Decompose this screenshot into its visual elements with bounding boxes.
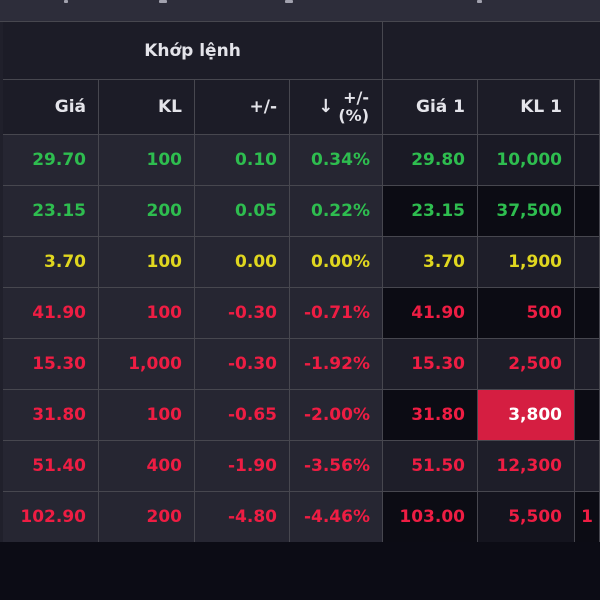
cell-kl1[interactable]: 500	[478, 288, 575, 339]
group-header-matched-orders: Khớp lệnh	[3, 22, 383, 80]
sort-down-icon[interactable]: ↓	[318, 96, 334, 117]
cell-chg[interactable]: -0.65	[195, 390, 290, 441]
cell-gia[interactable]: 102.90	[3, 492, 99, 543]
cell-chg[interactable]: 0.00	[195, 237, 290, 288]
cell-gia1[interactable]: 29.80	[383, 135, 478, 186]
cell-extra	[575, 135, 600, 186]
cell-chg[interactable]: 0.10	[195, 135, 290, 186]
table-row[interactable]: 41.90 100 -0.30 -0.71% 41.90 500	[3, 288, 600, 339]
cell-gia1[interactable]: 3.70	[383, 237, 478, 288]
column-header-change[interactable]: +/-	[195, 80, 290, 135]
cell-gia1[interactable]: 51.50	[383, 441, 478, 492]
cell-kl1[interactable]: 5,500	[478, 492, 575, 543]
cell-extra	[575, 441, 600, 492]
cell-kl[interactable]: 200	[99, 492, 195, 543]
cell-gia[interactable]: 29.70	[3, 135, 99, 186]
cell-gia1[interactable]: 15.30	[383, 339, 478, 390]
cell-extra: 1	[575, 492, 600, 543]
cell-kl1[interactable]: 10,000	[478, 135, 575, 186]
cell-kl[interactable]: 1,000	[99, 339, 195, 390]
column-header-cutoff	[575, 80, 600, 135]
cell-pct[interactable]: 0.22%	[290, 186, 383, 237]
cell-extra	[575, 339, 600, 390]
cell-kl[interactable]: 100	[99, 237, 195, 288]
table-row[interactable]: 23.15 200 0.05 0.22% 23.15 37,500	[3, 186, 600, 237]
cutoff-text-fragment	[477, 0, 482, 3]
rows: 29.70 100 0.10 0.34% 29.80 10,000 23.15 200 0.05…	[3, 135, 600, 543]
cell-extra	[575, 237, 600, 288]
cell-pct[interactable]: -1.92%	[290, 339, 383, 390]
cell-chg[interactable]: -0.30	[195, 339, 290, 390]
cell-chg[interactable]: -0.30	[195, 288, 290, 339]
column-header-change-percent-label: +/- (%)	[338, 87, 369, 125]
column-header-kl1[interactable]: KL 1	[478, 80, 575, 135]
cell-pct[interactable]: -2.00%	[290, 390, 383, 441]
cell-gia[interactable]: 41.90	[3, 288, 99, 339]
cell-kl[interactable]: 100	[99, 288, 195, 339]
cell-extra	[575, 390, 600, 441]
cell-chg[interactable]: -1.90	[195, 441, 290, 492]
cell-gia1[interactable]: 41.90	[383, 288, 478, 339]
cell-pct[interactable]: -3.56%	[290, 441, 383, 492]
cell-gia1[interactable]: 31.80	[383, 390, 478, 441]
cell-pct[interactable]: 0.34%	[290, 135, 383, 186]
cell-gia[interactable]: 3.70	[3, 237, 99, 288]
cell-kl1[interactable]: 37,500	[478, 186, 575, 237]
cell-gia[interactable]: 15.30	[3, 339, 99, 390]
table-row[interactable]: 51.40 400 -1.90 -3.56% 51.50 12,300	[3, 441, 600, 492]
cell-extra	[575, 288, 600, 339]
price-board-table: Khớp lệnh Giá KL +/- ↓ +/- (%) Giá 1 KL …	[0, 21, 600, 543]
cell-gia1[interactable]: 23.15	[383, 186, 478, 237]
cutoff-text-fragment	[285, 0, 293, 3]
cell-kl1[interactable]: 12,300	[478, 441, 575, 492]
table-row[interactable]: 3.70 100 0.00 0.00% 3.70 1,900	[3, 237, 600, 288]
cutoff-text-fragment	[64, 0, 68, 3]
table-row[interactable]: 102.90 200 -4.80 -4.46% 103.00 5,500 1	[3, 492, 600, 543]
column-header-kl[interactable]: KL	[99, 80, 195, 135]
column-header-change-percent[interactable]: ↓ +/- (%)	[290, 80, 383, 135]
cutoff-row-above	[0, 0, 600, 21]
cutoff-text-fragment	[159, 0, 167, 3]
cell-gia1[interactable]: 103.00	[383, 492, 478, 543]
column-header-row: Giá KL +/- ↓ +/- (%) Giá 1 KL 1	[3, 80, 600, 135]
cell-kl[interactable]: 100	[99, 390, 195, 441]
table-row[interactable]: 31.80 100 -0.65 -2.00% 31.80 3,800	[3, 390, 600, 441]
cell-kl[interactable]: 400	[99, 441, 195, 492]
cell-kl1[interactable]: 1,900	[478, 237, 575, 288]
group-header-ask-side	[383, 22, 600, 80]
cell-chg[interactable]: -4.80	[195, 492, 290, 543]
column-header-gia[interactable]: Giá	[3, 80, 99, 135]
cell-kl[interactable]: 200	[99, 186, 195, 237]
cell-kl1[interactable]: 3,800	[478, 390, 575, 441]
column-header-gia1[interactable]: Giá 1	[383, 80, 478, 135]
cell-kl1[interactable]: 2,500	[478, 339, 575, 390]
cell-gia[interactable]: 23.15	[3, 186, 99, 237]
cell-pct[interactable]: 0.00%	[290, 237, 383, 288]
bottom-background	[0, 542, 600, 600]
cell-gia[interactable]: 31.80	[3, 390, 99, 441]
cell-extra	[575, 186, 600, 237]
cell-gia[interactable]: 51.40	[3, 441, 99, 492]
table-row[interactable]: 15.30 1,000 -0.30 -1.92% 15.30 2,500	[3, 339, 600, 390]
group-header-row: Khớp lệnh	[3, 22, 600, 80]
cell-pct[interactable]: -4.46%	[290, 492, 383, 543]
cell-pct[interactable]: -0.71%	[290, 288, 383, 339]
table-row[interactable]: 29.70 100 0.10 0.34% 29.80 10,000	[3, 135, 600, 186]
cell-chg[interactable]: 0.05	[195, 186, 290, 237]
cell-kl[interactable]: 100	[99, 135, 195, 186]
